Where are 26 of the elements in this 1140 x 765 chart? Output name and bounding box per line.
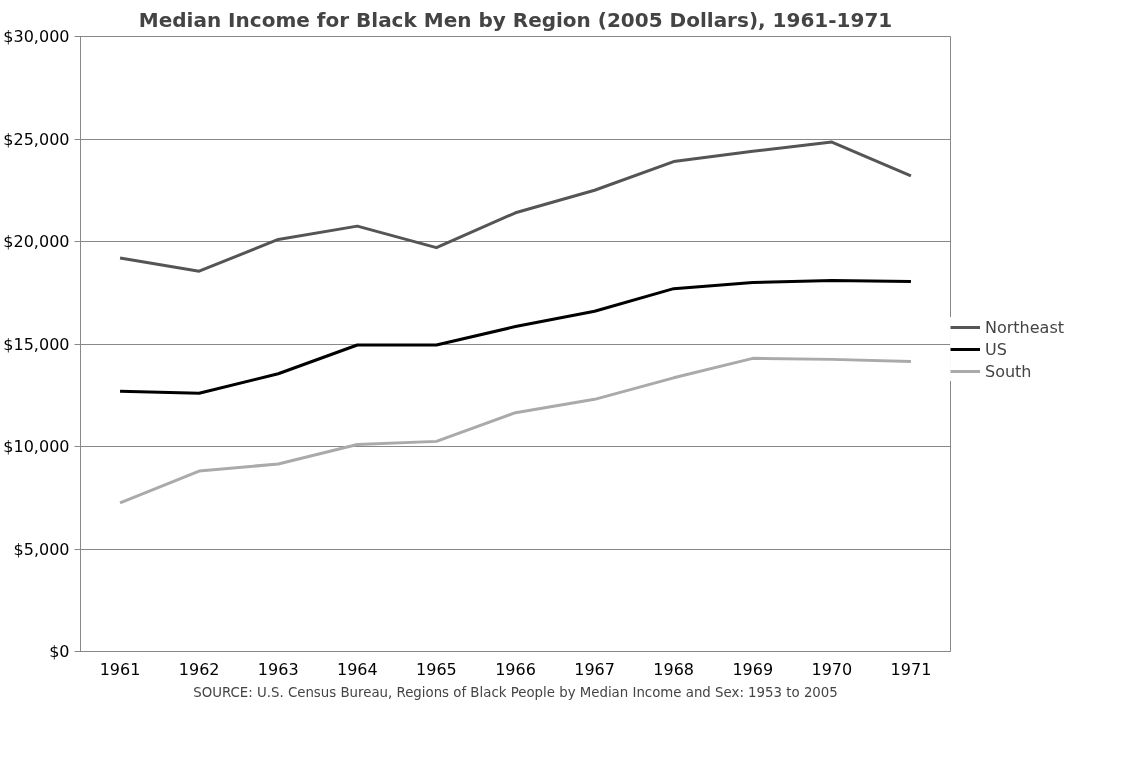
line-series [118,356,913,505]
legend-label: Northeast [985,317,1065,337]
y-tick-label: $20,000 [3,232,70,251]
y-tick-label: $10,000 [3,437,70,456]
line-series [118,278,913,395]
y-tick-label: $25,000 [3,129,70,149]
source-note: SOURCE: U.S. Census Bureau, Regions of Black People by Median Income and Sex: 1953 to 2005 [193,684,838,700]
x-tick-label: 1964 [336,659,378,679]
y-tick-label: $30,000 [3,27,70,46]
legend-label: South [985,361,1032,381]
x-tick-label: 1966 [495,659,536,679]
x-tick-label: 1971 [890,659,932,679]
x-tick-label: 1965 [416,659,457,679]
y-tick-label: $5,000 [13,539,70,559]
x-tick-label: 1963 [257,659,299,679]
x-tick-label: 1968 [653,659,695,679]
y-tick-label: $0 [49,642,70,661]
line-series [118,140,913,273]
x-tick-label: 1962 [178,659,220,679]
chart-title: Median Income for Black Men by Region (2005 Dollars), 1961-1971 [138,7,893,32]
x-tick-label: 1961 [99,659,141,679]
legend-label: US [985,339,1007,359]
x-tick-label: 1969 [732,659,774,679]
x-tick-label: 1970 [811,659,853,679]
x-tick-label: 1967 [574,659,615,679]
y-tick-label: $15,000 [3,334,70,354]
